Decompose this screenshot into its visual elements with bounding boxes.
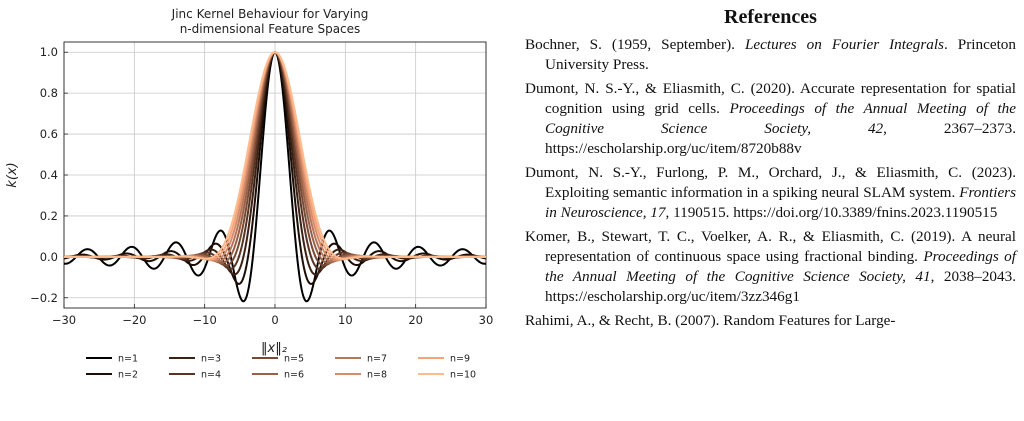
legend-label-n=5: n=5	[284, 354, 304, 365]
reference-text: Dumont, N. S.-Y., & Eliasmith, C. (2020)…	[525, 80, 1016, 117]
references-heading: References	[724, 6, 817, 28]
legend-label-n=7: n=7	[367, 354, 387, 365]
reference-text: Komer, B., Stewart, T. C., Voelker, A. R…	[525, 228, 1016, 265]
reference-item: Dumont, N. S.-Y., & Eliasmith, C. (2020)…	[525, 79, 1016, 159]
reference-item: Dumont, N. S.-Y., Furlong, P. M., Orchar…	[525, 163, 1016, 223]
reference-details: . Princeton University Press.	[545, 36, 1016, 73]
x-tick-label: 30	[479, 313, 494, 327]
x-tick-label: 0	[271, 313, 278, 327]
y-tick-label: 0.4	[40, 168, 58, 182]
reference-item: Rahimi, A., & Recht, B. (2007). Random F…	[525, 311, 1016, 331]
reference-details: , 1190515. https://doi.org/10.3389/fnins…	[665, 204, 998, 221]
reference-text: Rahimi, A., & Recht, B. (2007). Random F…	[525, 312, 896, 329]
series-lines	[63, 51, 487, 303]
chart-legend: n=1 n=2 n=3 n=4 n=5 n=6 n=7 n=8 n=9 n=10	[86, 354, 476, 381]
x-axis-label: ‖x‖₂	[261, 341, 287, 356]
chart-title-line-1: Jinc Kernel Behaviour for Varying	[171, 7, 369, 21]
x-tick-label: −20	[122, 313, 146, 327]
x-tick-label: 10	[338, 313, 353, 327]
y-tick-label: 0.0	[40, 250, 58, 264]
y-tick-label: −0.2	[30, 291, 58, 305]
chart-title-line-2: n-dimensional Feature Spaces	[180, 22, 361, 36]
reference-text: Dumont, N. S.-Y., Furlong, P. M., Orchar…	[525, 164, 1016, 201]
reference-item: Komer, B., Stewart, T. C., Voelker, A. R…	[525, 227, 1016, 307]
series-line-n=10	[64, 51, 486, 260]
axis-ticks: −30 −20 −10 0 10 20 30 −0.2 0.0 0.2 0.4 0.6 0.8 1.0	[30, 45, 493, 327]
reference-source: Frontiers in Neuroscience, 17	[545, 184, 1016, 221]
reference-source: Proceedings of the Annual Meeting of the…	[545, 100, 1016, 137]
reference-details: , 2038–2043. https://escholarship.org/uc…	[545, 268, 1016, 305]
x-tick-label: −30	[52, 313, 76, 327]
reference-list: Bochner, S. (1959, September). Lectures …	[525, 35, 1016, 331]
y-tick-label: 1.0	[40, 45, 58, 59]
x-tick-label: 20	[408, 313, 423, 327]
reference-source: Proceedings of the Annual Meeting of the…	[545, 248, 1016, 285]
jinc-kernel-chart: Jinc Kernel Behaviour for Varying n-dime…	[5, 7, 493, 381]
grid-lines	[63, 42, 487, 308]
legend-label-n=1: n=1	[118, 354, 138, 365]
legend-label-n=9: n=9	[450, 354, 470, 365]
y-axis-label: k(x)	[5, 162, 20, 187]
x-tick-label: −10	[193, 313, 217, 327]
y-tick-label: 0.2	[40, 209, 58, 223]
legend-label-n=8: n=8	[367, 370, 387, 381]
legend-label-n=4: n=4	[201, 370, 221, 381]
references-section: References Bochner, S. (1959, September)…	[525, 5, 1016, 335]
reference-source: Lectures on Fourier Integrals	[744, 36, 944, 53]
reference-text: Bochner, S. (1959, September).	[525, 36, 745, 53]
reference-details: , 2367–2373. https://escholarship.org/uc…	[545, 120, 1017, 157]
reference-item: Bochner, S. (1959, September). Lectures …	[525, 35, 1016, 75]
y-tick-label: 0.6	[40, 127, 58, 141]
legend-label-n=6: n=6	[284, 370, 304, 381]
legend-label-n=10: n=10	[450, 370, 476, 381]
legend-label-n=3: n=3	[201, 354, 221, 365]
legend-label-n=2: n=2	[118, 370, 138, 381]
y-tick-label: 0.8	[40, 86, 58, 100]
